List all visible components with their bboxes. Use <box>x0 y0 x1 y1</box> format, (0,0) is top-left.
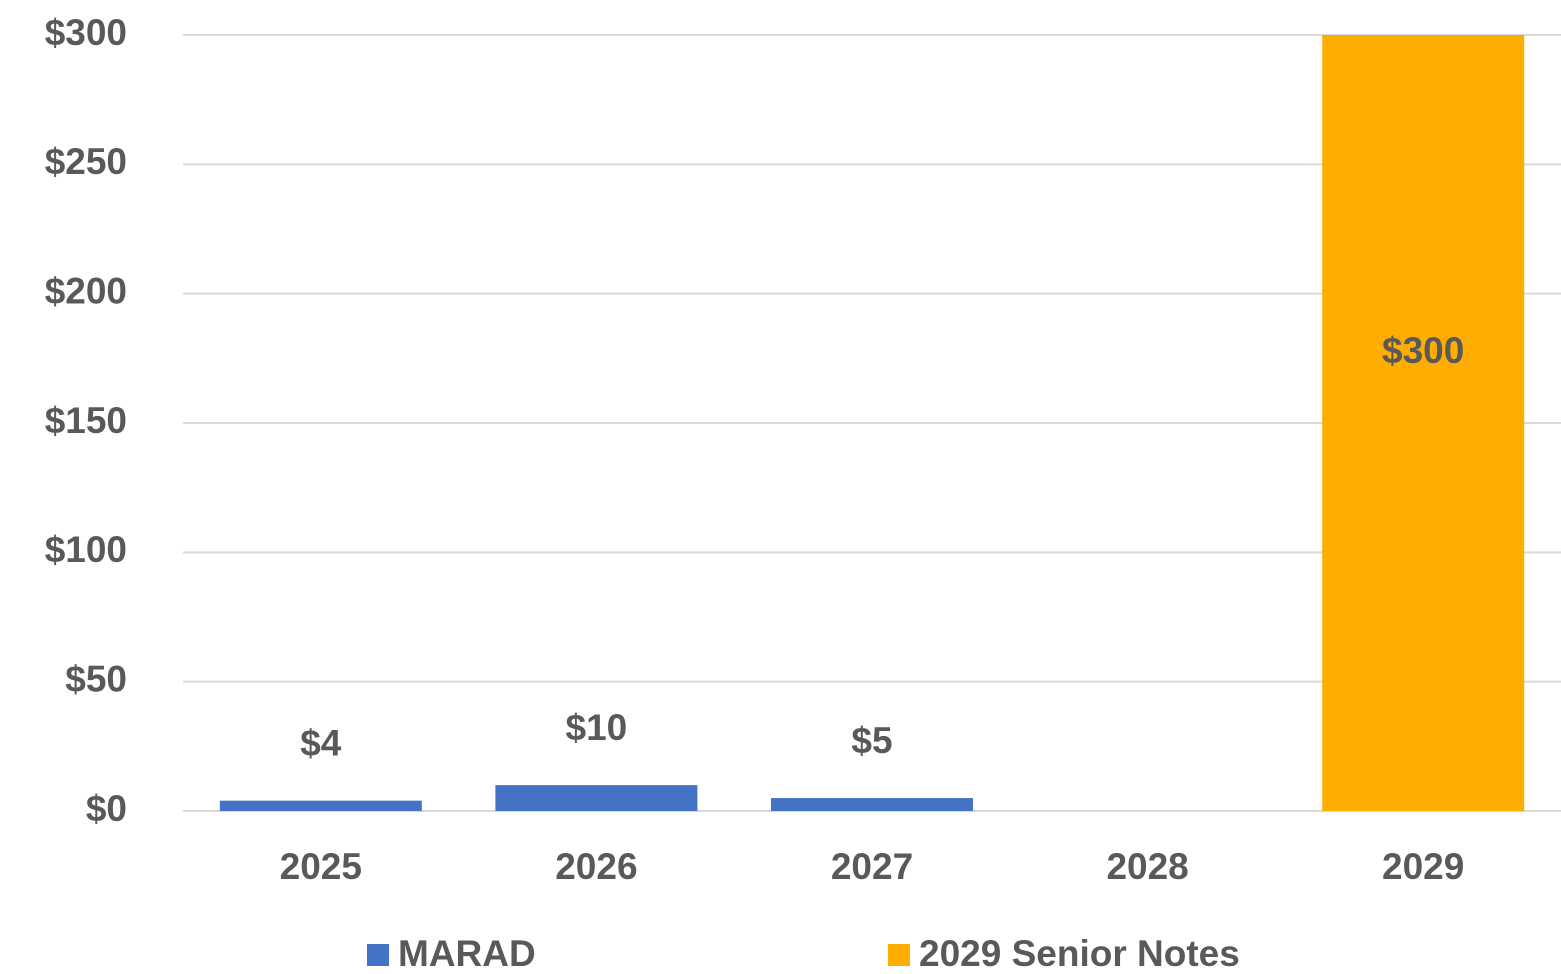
x-tick-label: 2025 <box>280 846 362 887</box>
y-tick-label: $150 <box>45 400 127 441</box>
data-label: $300 <box>1382 330 1464 371</box>
y-tick-label: $0 <box>86 788 127 829</box>
x-tick-label: 2027 <box>831 846 913 887</box>
legend-swatch <box>367 944 389 966</box>
bar <box>219 800 422 811</box>
y-tick-label: $100 <box>45 529 127 570</box>
bar <box>1322 35 1525 811</box>
y-tick-label: $250 <box>45 141 127 182</box>
x-tick-label: 2029 <box>1382 846 1464 887</box>
bar <box>495 785 698 811</box>
data-label: $4 <box>300 722 342 763</box>
data-label: $5 <box>851 720 892 761</box>
legend-swatch <box>888 944 910 966</box>
data-label: $10 <box>566 707 628 748</box>
x-tick-label: 2028 <box>1106 846 1188 887</box>
y-tick-label: $300 <box>45 12 127 53</box>
legend-label: 2029 Senior Notes <box>919 933 1240 974</box>
legend-label: MARAD <box>398 933 536 974</box>
bar <box>771 798 973 811</box>
x-tick-label: 2026 <box>555 846 637 887</box>
y-tick-label: $50 <box>65 658 127 699</box>
y-tick-label: $200 <box>45 270 127 311</box>
